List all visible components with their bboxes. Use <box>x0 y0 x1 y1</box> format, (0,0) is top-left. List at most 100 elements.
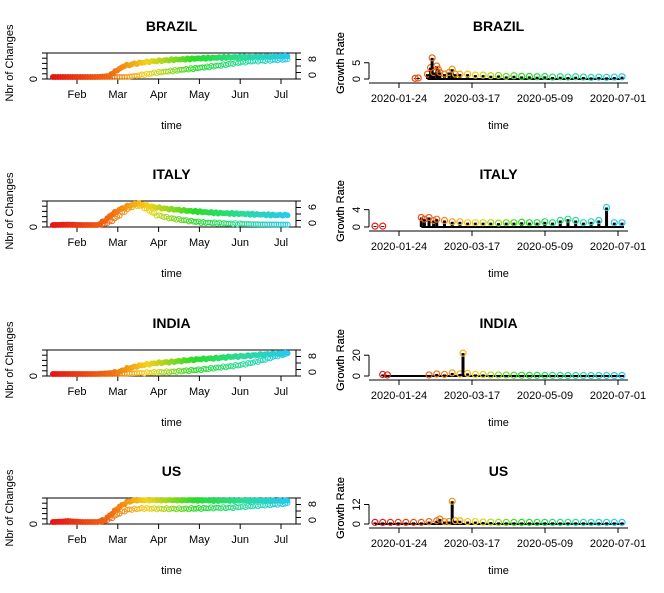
data-point <box>525 518 533 526</box>
data-point <box>259 357 266 363</box>
x-tick-label: 2020-07-01 <box>590 241 646 253</box>
x-tick-label: Jul <box>274 237 288 249</box>
data-point <box>479 518 487 526</box>
data-point <box>456 70 464 78</box>
data-point <box>533 371 541 379</box>
data-point <box>595 216 603 225</box>
y-tick-label-right: 8 <box>307 353 319 359</box>
data-point <box>602 371 611 380</box>
x-tick-label: Mar <box>108 534 127 546</box>
x-axis-label: time <box>161 417 182 429</box>
x-tick-label: 2020-03-17 <box>444 538 500 550</box>
data-point <box>587 518 595 526</box>
x-tick-label: May <box>189 534 210 546</box>
data-point <box>548 371 557 379</box>
x-axis-label: time <box>161 565 182 577</box>
data-point <box>487 518 495 526</box>
data-point <box>284 350 291 357</box>
data-point <box>371 222 379 230</box>
data-point <box>595 371 603 380</box>
y-tick-label-right: 0 <box>307 220 319 226</box>
data-point <box>448 369 456 377</box>
data-point <box>541 371 549 379</box>
panel-title: BRAZIL <box>473 18 525 34</box>
data-point <box>284 212 291 219</box>
data-point <box>564 215 572 223</box>
data-point <box>510 518 518 526</box>
x-tick-label: Mar <box>108 386 127 398</box>
data-point <box>564 371 572 380</box>
x-axis-label: time <box>488 565 509 577</box>
x-tick-label: 2020-05-09 <box>517 390 573 402</box>
data-point <box>386 518 395 526</box>
data-point <box>440 517 449 526</box>
y-tick-label: 0 <box>28 373 40 379</box>
data-point <box>119 508 126 515</box>
data-point <box>414 74 422 82</box>
data-point <box>471 370 479 379</box>
data-point <box>448 497 456 505</box>
data-point <box>436 68 444 77</box>
data-point <box>379 370 387 379</box>
data-point <box>618 518 626 526</box>
data-point <box>518 72 526 81</box>
data-point <box>146 70 153 77</box>
data-point <box>579 518 588 526</box>
data-point <box>564 518 572 526</box>
y-axis-label-right: Growth Rate <box>335 329 347 391</box>
y-tick-label-right: 0 <box>307 72 319 78</box>
data-point <box>525 371 533 379</box>
x-tick-label: Jul <box>274 386 288 398</box>
data-point <box>284 500 291 506</box>
data-point <box>502 219 510 227</box>
data-point <box>572 73 580 81</box>
y-axis-label: Growth Rate <box>335 477 347 539</box>
data-point <box>106 515 113 521</box>
x-tick-label: 2020-07-01 <box>590 538 646 550</box>
data-point <box>518 218 526 226</box>
data-point <box>134 73 140 79</box>
y-tick-label: 4 <box>351 207 363 213</box>
data-point <box>502 371 510 379</box>
data-point <box>464 70 472 78</box>
data-point <box>610 371 618 380</box>
data-point <box>533 219 541 227</box>
data-point <box>502 518 510 526</box>
data-point <box>440 370 449 379</box>
data-point <box>448 218 456 226</box>
data-point <box>587 218 595 226</box>
data-point <box>425 517 433 526</box>
x-tick-label: 2020-05-09 <box>517 241 573 253</box>
data-point <box>126 204 133 211</box>
data-point <box>525 72 533 81</box>
y-tick-label-right: 0 <box>307 369 319 375</box>
data-point <box>510 219 518 227</box>
data-point <box>464 369 472 377</box>
data-point <box>272 353 279 360</box>
x-tick-label: 2020-03-17 <box>444 93 500 105</box>
data-point <box>487 72 495 80</box>
x-axis-label: time <box>161 120 182 132</box>
y-tick-label: 0 <box>351 76 363 82</box>
y-axis-label-right: Growth Rate <box>335 180 347 242</box>
y-axis-label: Growth Rate <box>335 180 347 242</box>
data-point <box>451 517 459 525</box>
y-axis-label: Nbr of Changes <box>4 172 16 250</box>
x-tick-label: Apr <box>150 89 167 101</box>
x-tick-label: Feb <box>68 534 87 546</box>
data-point <box>541 218 549 226</box>
x-tick-label: 2020-01-24 <box>371 93 427 105</box>
panel-title: US <box>162 463 181 479</box>
data-point <box>572 371 580 380</box>
data-point <box>494 518 503 526</box>
x-tick-label: Jun <box>231 237 249 249</box>
data-point <box>518 371 526 379</box>
data-point <box>564 73 572 81</box>
x-tick-label: 2020-05-09 <box>517 93 573 105</box>
data-point <box>371 518 379 526</box>
data-point <box>510 72 518 80</box>
y-axis-label: Growth Rate <box>335 329 347 391</box>
y-tick-label: 0 <box>351 224 363 230</box>
x-tick-label: 2020-03-17 <box>444 390 500 402</box>
data-point <box>587 371 595 380</box>
